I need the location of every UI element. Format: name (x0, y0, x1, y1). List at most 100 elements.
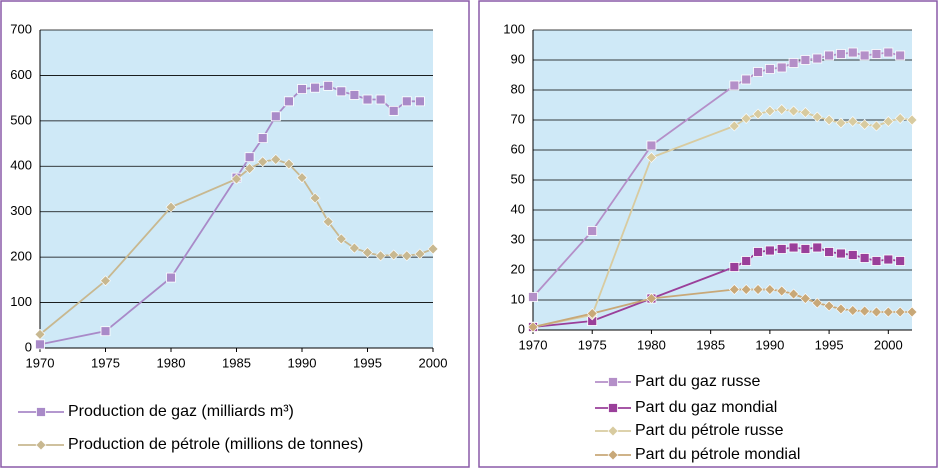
data-point (740, 284, 752, 295)
x-tick-label: 1985 (696, 337, 725, 352)
data-point (728, 284, 740, 295)
data-point (824, 247, 834, 257)
data-point (776, 62, 787, 73)
y-tick-label: 50 (511, 171, 525, 186)
y-tick-label: 100 (10, 294, 32, 309)
y-tick-label: 20 (511, 261, 525, 276)
data-point (35, 339, 45, 350)
data-point (100, 326, 111, 337)
y-tick-label: 700 (10, 21, 32, 36)
data-point (166, 272, 176, 283)
data-point (811, 111, 823, 123)
data-point (752, 284, 764, 295)
data-point (296, 172, 308, 184)
data-point (894, 306, 906, 318)
data-point (34, 328, 46, 340)
data-point (414, 248, 426, 260)
y-tick-label: 30 (511, 231, 525, 246)
y-tick-label: 0 (25, 339, 32, 354)
data-point (859, 253, 870, 263)
y-tick-label: 80 (511, 81, 525, 96)
data-point (388, 249, 400, 261)
y-tick-label: 10 (511, 291, 525, 306)
data-point (847, 305, 859, 316)
data-point (362, 247, 373, 259)
data-point (646, 152, 657, 163)
data-point (800, 55, 811, 65)
legend-marker (608, 403, 618, 413)
x-tick-label: 1980 (157, 355, 186, 370)
data-point (871, 256, 882, 266)
data-point (283, 158, 295, 170)
data-point (586, 308, 598, 319)
y-tick-label: 300 (10, 203, 32, 218)
data-point (753, 247, 763, 257)
data-point (528, 292, 538, 302)
data-point (244, 152, 255, 163)
data-point (871, 306, 882, 318)
data-point (257, 133, 268, 144)
data-point (283, 96, 294, 107)
data-point (895, 256, 906, 266)
data-point (231, 173, 242, 185)
x-tick-label: 1985 (222, 355, 251, 370)
data-point (729, 262, 740, 272)
data-point (859, 305, 871, 317)
data-point (729, 80, 740, 91)
data-point (322, 216, 334, 228)
data-point (297, 84, 307, 94)
x-tick-label: 1975 (578, 337, 607, 352)
legend-label: Part du gaz mondial (635, 399, 777, 416)
data-point (800, 244, 811, 254)
data-point (847, 116, 859, 127)
x-tick-label: 1970 (519, 337, 548, 352)
data-point (859, 50, 870, 61)
data-point (336, 86, 347, 97)
y-tick-label: 100 (503, 21, 525, 36)
data-point (847, 250, 858, 260)
data-point (270, 111, 281, 122)
data-point (883, 47, 894, 58)
data-point (836, 248, 846, 259)
legend-marker (607, 425, 619, 437)
legend-marker (607, 449, 619, 461)
data-point (401, 96, 412, 107)
data-point (883, 254, 894, 265)
data-point (741, 74, 752, 85)
data-point (323, 80, 334, 91)
data-point (882, 116, 894, 127)
data-point (788, 58, 799, 68)
x-tick-label: 2000 (419, 355, 448, 370)
data-point (309, 192, 321, 204)
legend-label: Part du pétrole russe (635, 422, 784, 439)
data-point (906, 114, 918, 126)
data-point (776, 244, 787, 254)
data-point (776, 285, 788, 297)
data-point (388, 105, 399, 116)
data-point (799, 293, 811, 304)
data-point (728, 120, 740, 132)
data-point (812, 242, 823, 253)
data-point (799, 107, 811, 118)
x-tick-label: 1980 (637, 337, 666, 352)
data-point (847, 47, 858, 58)
legend-label: Production de gaz (milliards m³) (68, 403, 294, 420)
data-point (587, 226, 598, 236)
data-point (788, 288, 799, 300)
y-tick-label: 60 (511, 141, 525, 156)
data-point (310, 82, 321, 93)
legend-label: Part du pétrole mondial (635, 446, 800, 463)
data-point (764, 105, 776, 117)
data-point (335, 233, 347, 245)
data-point (527, 321, 539, 333)
legend-label: Production de pétrole (millions de tonne… (68, 436, 363, 453)
y-tick-label: 200 (10, 249, 32, 264)
data-point (375, 94, 386, 105)
y-tick-label: 400 (10, 158, 32, 173)
data-point (895, 50, 906, 61)
data-point (894, 113, 906, 124)
legend-marker (608, 377, 618, 387)
data-point (740, 113, 752, 124)
legend-marker (36, 407, 46, 417)
